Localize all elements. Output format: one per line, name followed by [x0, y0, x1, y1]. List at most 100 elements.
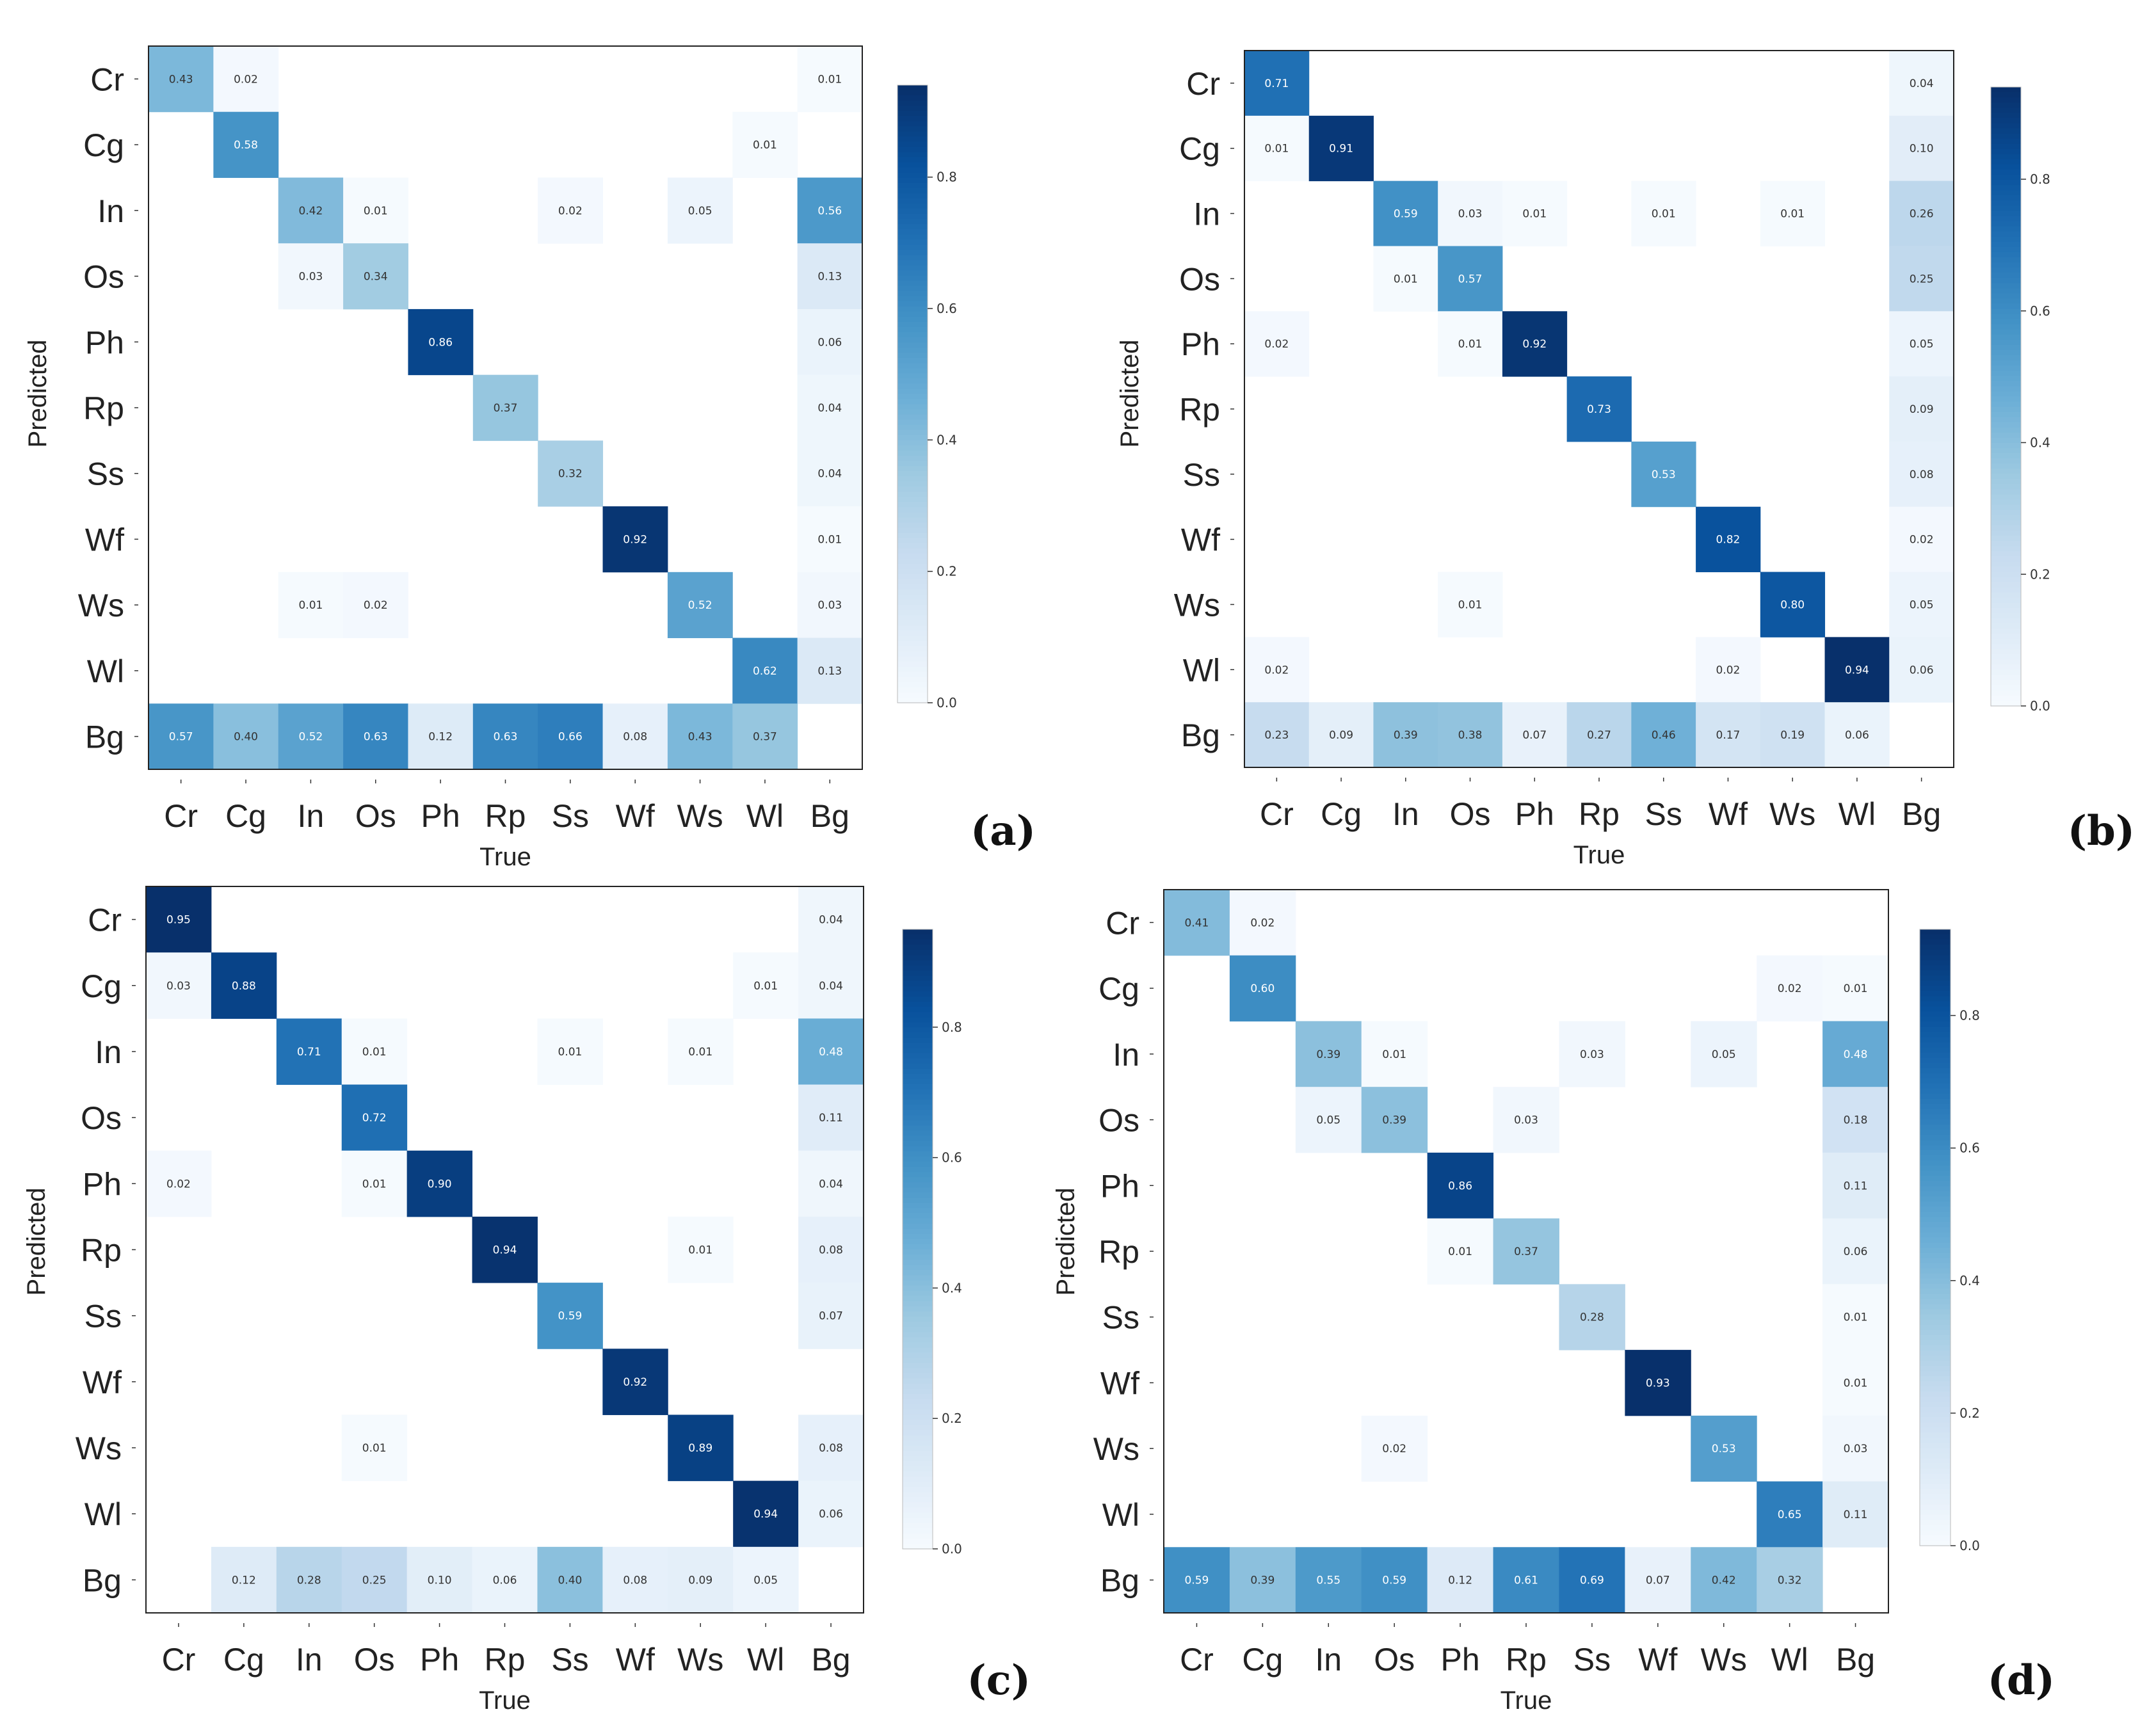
colorbar-segment — [903, 1440, 933, 1446]
cell-value-label: 0.17 — [1716, 729, 1741, 742]
colorbar-segment — [903, 1110, 933, 1116]
colorbar-segment — [903, 1414, 933, 1421]
colorbar-segment — [1920, 1293, 1951, 1300]
x-tick-label: Rp — [1506, 1642, 1547, 1678]
cell-value-label: 0.57 — [169, 731, 193, 744]
heatmap-cell — [1889, 311, 1954, 377]
colorbar-segment — [897, 445, 928, 451]
colorbar-segment — [1920, 1191, 1951, 1197]
colorbar-segment — [1920, 945, 1951, 951]
colorbar-segment — [1920, 1319, 1951, 1326]
cell-value-label: 0.28 — [297, 1574, 321, 1587]
colorbar-segment — [903, 1146, 933, 1152]
colorbar-segment — [1920, 1206, 1951, 1213]
colorbar-segment — [1991, 525, 2021, 532]
cell-value-label: 0.01 — [1264, 143, 1289, 156]
colorbar-segment — [903, 1156, 933, 1162]
heatmap-cell — [1696, 506, 1761, 573]
cell-value-label: 0.37 — [753, 731, 777, 744]
cell-value-label: 0.38 — [1458, 729, 1483, 742]
colorbar-segment — [897, 507, 928, 513]
cell-value-label: 0.72 — [362, 1112, 387, 1125]
colorbar-segment — [903, 1455, 933, 1462]
heatmap-cell — [1691, 1547, 1757, 1614]
cell-value-label: 0.69 — [1580, 1574, 1604, 1587]
colorbar-segment — [1991, 329, 2021, 335]
cell-value-label: 0.02 — [1716, 664, 1741, 677]
colorbar-segment — [1920, 1376, 1951, 1382]
x-tick-label: Ws — [677, 1642, 723, 1678]
colorbar-segment — [1920, 1494, 1951, 1500]
colorbar-segment — [897, 677, 928, 683]
colorbar-segment — [897, 502, 928, 508]
colorbar-segment — [903, 1430, 933, 1436]
cell-value-label: 0.11 — [819, 1112, 843, 1125]
colorbar-segment — [1920, 1124, 1951, 1130]
y-tick-label: Ph — [83, 1166, 122, 1202]
colorbar-segment — [1991, 582, 2021, 588]
colorbar-segment — [1991, 349, 2021, 356]
colorbar-segment — [1991, 102, 2021, 109]
heatmap-cell — [146, 952, 212, 1019]
colorbar-segment — [897, 497, 928, 503]
cell-value-label: 0.06 — [1910, 664, 1934, 677]
cell-value-label: 0.59 — [1394, 208, 1418, 221]
x-tick-label: Bg — [1902, 796, 1941, 832]
heatmap-cell — [602, 506, 668, 573]
cell-value-label: 0.03 — [1514, 1114, 1538, 1127]
colorbar-segment — [1991, 339, 2021, 346]
colorbar-segment — [897, 296, 928, 302]
cell-value-label: 0.71 — [297, 1046, 321, 1059]
cell-value-label: 0.06 — [819, 1508, 843, 1521]
colorbar-segment — [1991, 241, 2021, 248]
cell-value-label: 0.02 — [1910, 534, 1934, 547]
colorbar-segment — [1991, 664, 2021, 671]
colorbar-segment — [897, 625, 928, 632]
cell-value-label: 0.02 — [1264, 664, 1289, 677]
cell-value-label: 0.40 — [234, 731, 258, 744]
heatmap-cell — [1889, 572, 1954, 637]
colorbar-segment — [903, 1317, 933, 1323]
heatmap-cell — [1373, 702, 1438, 768]
cell-value-label: 0.23 — [1264, 729, 1289, 742]
colorbar-segment — [1920, 1468, 1951, 1475]
colorbar-segment — [903, 1053, 933, 1059]
heatmap-cell — [341, 1546, 408, 1614]
colorbar-segment — [903, 1492, 933, 1498]
colorbar-segment — [903, 1450, 933, 1457]
colorbar-segment — [897, 692, 928, 698]
colorbar-segment — [1991, 644, 2021, 650]
colorbar-segment — [897, 522, 928, 529]
x-tick-label: Os — [1374, 1642, 1415, 1678]
colorbar-segment — [1920, 1489, 1951, 1495]
colorbar-segment — [903, 1394, 933, 1400]
cell-value-label: 0.11 — [1844, 1509, 1868, 1521]
colorbar-segment — [903, 1089, 933, 1096]
cell-value-label: 0.91 — [1329, 143, 1353, 156]
heatmap-cell — [538, 440, 604, 507]
colorbar-segment — [1991, 180, 2021, 186]
heatmap-cell — [1889, 376, 1954, 442]
colorbar-segment — [897, 182, 928, 189]
cell-value-label: 0.43 — [169, 73, 193, 86]
y-tick-label: Os — [1098, 1103, 1139, 1139]
cell-value-label: 0.02 — [1250, 917, 1275, 929]
colorbar-segment — [1991, 360, 2021, 367]
colorbar-segment — [1920, 1093, 1951, 1100]
heatmap-cell — [1308, 115, 1374, 182]
cell-value-label: 0.07 — [819, 1310, 843, 1323]
colorbar-segment — [1991, 654, 2021, 661]
colorbar-segment — [1920, 1427, 1951, 1434]
colorbar-segment — [903, 1068, 933, 1075]
colorbar-segment — [903, 1322, 933, 1328]
colorbar-segment — [903, 1249, 933, 1256]
cell-value-label: 0.05 — [1910, 598, 1934, 611]
colorbar-segment — [903, 1100, 933, 1106]
heatmap-cell — [1295, 1547, 1362, 1614]
colorbar-segment — [1920, 1422, 1951, 1429]
y-tick-label: Cr — [90, 61, 124, 97]
heatmap-cell — [1438, 180, 1503, 246]
heatmap-cell — [1822, 1481, 1889, 1548]
colorbar-segment — [897, 85, 928, 92]
confusion-matrix-panel-b: 0.71 0.04 0.01 0.91 0.10 0.59 0.03 0.01 0.01 0.01… — [1116, 50, 2135, 869]
